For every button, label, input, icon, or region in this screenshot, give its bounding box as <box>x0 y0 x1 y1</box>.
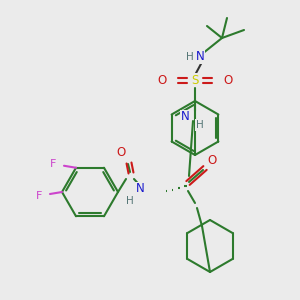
Text: H: H <box>196 120 204 130</box>
Text: O: O <box>158 74 166 86</box>
Text: O: O <box>116 146 126 160</box>
Text: O: O <box>207 154 217 167</box>
Text: O: O <box>224 74 232 86</box>
Text: S: S <box>191 74 199 86</box>
Text: F: F <box>36 191 42 201</box>
Text: H: H <box>126 196 134 206</box>
Text: F: F <box>50 159 56 169</box>
Text: N: N <box>136 182 144 196</box>
Text: N: N <box>196 50 204 64</box>
Text: N: N <box>181 110 189 124</box>
Text: H: H <box>186 52 194 62</box>
